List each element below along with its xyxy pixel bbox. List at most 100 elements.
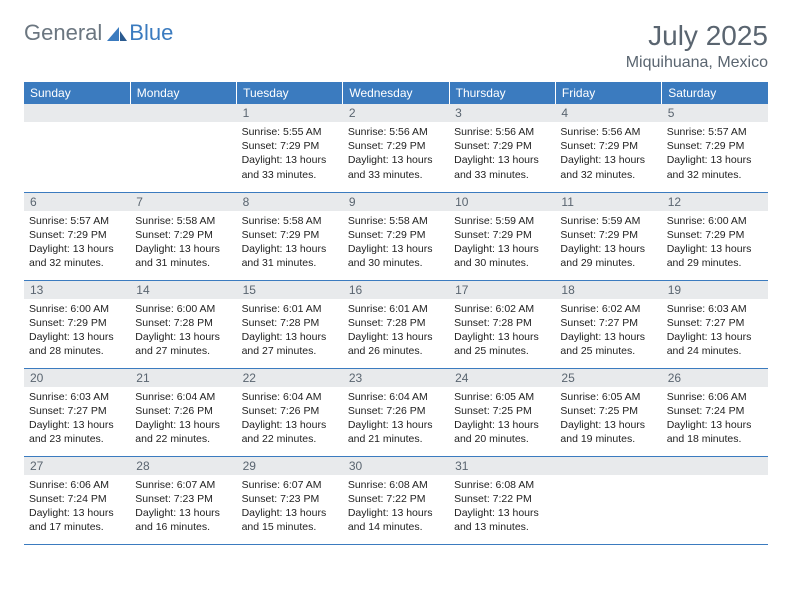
day-number: 11: [555, 193, 661, 211]
logo: General Blue: [24, 20, 173, 46]
sunset-text: Sunset: 7:26 PM: [135, 404, 231, 418]
sunrise-text: Sunrise: 5:58 AM: [348, 214, 444, 228]
day-number: 3: [449, 104, 555, 122]
sunrise-text: Sunrise: 6:00 AM: [667, 214, 763, 228]
logo-text-gray: General: [24, 20, 102, 46]
day-number: 20: [24, 369, 130, 387]
sunrise-text: Sunrise: 6:04 AM: [348, 390, 444, 404]
sunrise-text: Sunrise: 5:57 AM: [29, 214, 125, 228]
daylight-text: Daylight: 13 hours and 29 minutes.: [667, 242, 763, 270]
daylight-text: Daylight: 13 hours and 22 minutes.: [135, 418, 231, 446]
calendar-row: 1Sunrise: 5:55 AMSunset: 7:29 PMDaylight…: [24, 104, 768, 192]
day-number: 8: [237, 193, 343, 211]
calendar-cell: 25Sunrise: 6:05 AMSunset: 7:25 PMDayligh…: [555, 368, 661, 456]
day-number: 28: [130, 457, 236, 475]
day-number: 17: [449, 281, 555, 299]
cell-body: Sunrise: 5:59 AMSunset: 7:29 PMDaylight:…: [449, 211, 555, 276]
sunset-text: Sunset: 7:23 PM: [242, 492, 338, 506]
sunrise-text: Sunrise: 5:58 AM: [242, 214, 338, 228]
sunrise-text: Sunrise: 6:01 AM: [242, 302, 338, 316]
sunrise-text: Sunrise: 6:06 AM: [29, 478, 125, 492]
cell-body: Sunrise: 6:04 AMSunset: 7:26 PMDaylight:…: [130, 387, 236, 452]
sunset-text: Sunset: 7:29 PM: [560, 139, 656, 153]
calendar-cell: 11Sunrise: 5:59 AMSunset: 7:29 PMDayligh…: [555, 192, 661, 280]
daylight-text: Daylight: 13 hours and 32 minutes.: [29, 242, 125, 270]
cell-body: Sunrise: 5:56 AMSunset: 7:29 PMDaylight:…: [449, 122, 555, 187]
calendar-cell: 22Sunrise: 6:04 AMSunset: 7:26 PMDayligh…: [237, 368, 343, 456]
col-saturday: Saturday: [662, 82, 768, 104]
day-number: 2: [343, 104, 449, 122]
logo-text-blue: Blue: [129, 20, 173, 46]
sunset-text: Sunset: 7:22 PM: [454, 492, 550, 506]
calendar-cell: 3Sunrise: 5:56 AMSunset: 7:29 PMDaylight…: [449, 104, 555, 192]
calendar-cell: 18Sunrise: 6:02 AMSunset: 7:27 PMDayligh…: [555, 280, 661, 368]
sunrise-text: Sunrise: 6:00 AM: [135, 302, 231, 316]
calendar-cell: [555, 456, 661, 544]
sunrise-text: Sunrise: 6:01 AM: [348, 302, 444, 316]
cell-body: Sunrise: 5:57 AMSunset: 7:29 PMDaylight:…: [24, 211, 130, 276]
sunset-text: Sunset: 7:28 PM: [454, 316, 550, 330]
cell-body: Sunrise: 6:05 AMSunset: 7:25 PMDaylight:…: [555, 387, 661, 452]
day-number: 22: [237, 369, 343, 387]
day-number: 9: [343, 193, 449, 211]
cell-body: Sunrise: 6:01 AMSunset: 7:28 PMDaylight:…: [343, 299, 449, 364]
sunset-text: Sunset: 7:27 PM: [560, 316, 656, 330]
sunset-text: Sunset: 7:29 PM: [242, 139, 338, 153]
col-friday: Friday: [555, 82, 661, 104]
day-number: 7: [130, 193, 236, 211]
cell-body: Sunrise: 6:00 AMSunset: 7:29 PMDaylight:…: [24, 299, 130, 364]
sunrise-text: Sunrise: 6:06 AM: [667, 390, 763, 404]
cell-body: Sunrise: 6:06 AMSunset: 7:24 PMDaylight:…: [662, 387, 768, 452]
daylight-text: Daylight: 13 hours and 26 minutes.: [348, 330, 444, 358]
day-number: 18: [555, 281, 661, 299]
sunrise-text: Sunrise: 6:02 AM: [560, 302, 656, 316]
cell-body: Sunrise: 6:00 AMSunset: 7:29 PMDaylight:…: [662, 211, 768, 276]
cell-body: Sunrise: 5:56 AMSunset: 7:29 PMDaylight:…: [555, 122, 661, 187]
daylight-text: Daylight: 13 hours and 16 minutes.: [135, 506, 231, 534]
sunrise-text: Sunrise: 5:55 AM: [242, 125, 338, 139]
calendar-row: 20Sunrise: 6:03 AMSunset: 7:27 PMDayligh…: [24, 368, 768, 456]
calendar-cell: 30Sunrise: 6:08 AMSunset: 7:22 PMDayligh…: [343, 456, 449, 544]
daylight-text: Daylight: 13 hours and 14 minutes.: [348, 506, 444, 534]
daylight-text: Daylight: 13 hours and 21 minutes.: [348, 418, 444, 446]
sunset-text: Sunset: 7:29 PM: [454, 139, 550, 153]
day-number: 12: [662, 193, 768, 211]
sunrise-text: Sunrise: 6:04 AM: [242, 390, 338, 404]
calendar-row: 13Sunrise: 6:00 AMSunset: 7:29 PMDayligh…: [24, 280, 768, 368]
calendar-cell: 23Sunrise: 6:04 AMSunset: 7:26 PMDayligh…: [343, 368, 449, 456]
sunset-text: Sunset: 7:29 PM: [29, 228, 125, 242]
sunrise-text: Sunrise: 6:03 AM: [667, 302, 763, 316]
calendar-cell: 20Sunrise: 6:03 AMSunset: 7:27 PMDayligh…: [24, 368, 130, 456]
calendar-cell: 19Sunrise: 6:03 AMSunset: 7:27 PMDayligh…: [662, 280, 768, 368]
calendar-cell: 15Sunrise: 6:01 AMSunset: 7:28 PMDayligh…: [237, 280, 343, 368]
sunset-text: Sunset: 7:24 PM: [29, 492, 125, 506]
sunset-text: Sunset: 7:22 PM: [348, 492, 444, 506]
sunrise-text: Sunrise: 6:00 AM: [29, 302, 125, 316]
cell-body: Sunrise: 6:04 AMSunset: 7:26 PMDaylight:…: [343, 387, 449, 452]
sunrise-text: Sunrise: 6:02 AM: [454, 302, 550, 316]
page-header: General Blue July 2025 Miquihuana, Mexic…: [24, 20, 768, 72]
day-number: 13: [24, 281, 130, 299]
sunrise-text: Sunrise: 5:56 AM: [348, 125, 444, 139]
day-number: 19: [662, 281, 768, 299]
calendar-table: Sunday Monday Tuesday Wednesday Thursday…: [24, 82, 768, 545]
calendar-cell: 29Sunrise: 6:07 AMSunset: 7:23 PMDayligh…: [237, 456, 343, 544]
calendar-cell: 17Sunrise: 6:02 AMSunset: 7:28 PMDayligh…: [449, 280, 555, 368]
daylight-text: Daylight: 13 hours and 33 minutes.: [348, 153, 444, 181]
sunset-text: Sunset: 7:26 PM: [348, 404, 444, 418]
sunrise-text: Sunrise: 6:08 AM: [348, 478, 444, 492]
calendar-cell: 31Sunrise: 6:08 AMSunset: 7:22 PMDayligh…: [449, 456, 555, 544]
calendar-row: 27Sunrise: 6:06 AMSunset: 7:24 PMDayligh…: [24, 456, 768, 544]
day-number: 16: [343, 281, 449, 299]
header-row: Sunday Monday Tuesday Wednesday Thursday…: [24, 82, 768, 104]
sunset-text: Sunset: 7:28 PM: [348, 316, 444, 330]
day-number: 5: [662, 104, 768, 122]
calendar-cell: 2Sunrise: 5:56 AMSunset: 7:29 PMDaylight…: [343, 104, 449, 192]
cell-body: Sunrise: 5:58 AMSunset: 7:29 PMDaylight:…: [130, 211, 236, 276]
sunset-text: Sunset: 7:28 PM: [135, 316, 231, 330]
sunset-text: Sunset: 7:29 PM: [454, 228, 550, 242]
col-thursday: Thursday: [449, 82, 555, 104]
daylight-text: Daylight: 13 hours and 22 minutes.: [242, 418, 338, 446]
cell-body: Sunrise: 6:03 AMSunset: 7:27 PMDaylight:…: [662, 299, 768, 364]
logo-sail-icon: [105, 25, 129, 43]
